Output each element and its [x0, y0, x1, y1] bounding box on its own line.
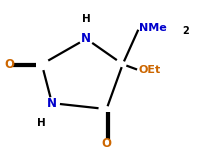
- Text: NMe: NMe: [138, 23, 166, 33]
- Text: O: O: [4, 58, 14, 71]
- Text: O: O: [101, 137, 111, 150]
- Text: H: H: [37, 118, 46, 128]
- Text: N: N: [47, 97, 57, 110]
- Text: H: H: [82, 14, 90, 24]
- Text: OEt: OEt: [138, 65, 160, 75]
- Text: 2: 2: [182, 26, 188, 35]
- Text: N: N: [81, 32, 91, 45]
